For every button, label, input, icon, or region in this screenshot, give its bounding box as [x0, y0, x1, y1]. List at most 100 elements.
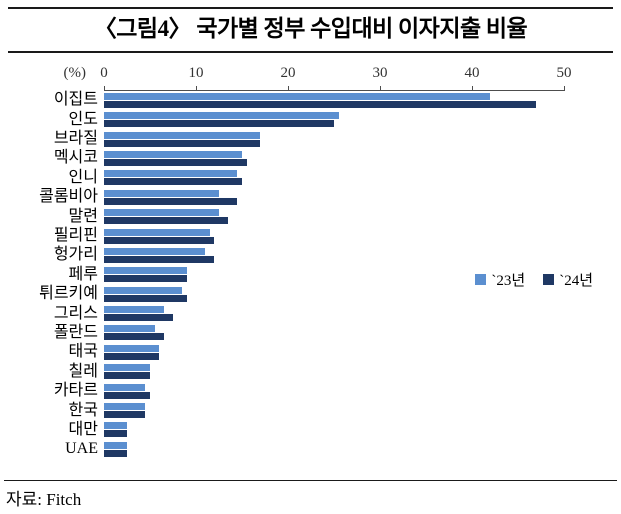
x-tick-mark: [196, 85, 197, 91]
bar-row: 헝가리: [8, 246, 613, 265]
x-tick-mark: [564, 85, 565, 91]
bar-series-2023: [104, 422, 127, 430]
chart-title: 〈그림4〉 국가별 정부 수입대비 이자지출 비율: [93, 16, 528, 41]
category-label: 한국: [68, 401, 98, 419]
x-tick-mark: [472, 85, 473, 91]
category-label: 카타르: [53, 382, 98, 400]
bar-series-2024: [104, 275, 187, 283]
source-band: 자료: Fitch: [4, 480, 617, 512]
bar-series-2023: [104, 286, 183, 294]
bar-series-2023: [104, 306, 164, 314]
bar-series-2024: [104, 178, 242, 186]
bar-series-2024: [104, 120, 334, 128]
bar-series-2023: [104, 112, 339, 120]
x-tick-label: 50: [556, 64, 572, 81]
bar-row: 멕시코: [8, 149, 613, 168]
bar-row: 카타르: [8, 381, 613, 400]
category-label: 태국: [68, 343, 98, 361]
bar-series-2024: [104, 411, 146, 419]
category-label: 폴란드: [53, 323, 98, 341]
bar-series-2024: [104, 158, 247, 166]
bar-series-2024: [104, 197, 238, 205]
bar-series-2023: [104, 267, 187, 275]
x-tick-mark: [104, 85, 105, 91]
x-axis: (%) 0 10 20 30 40 50: [64, 64, 572, 91]
category-label: 이집트: [53, 91, 98, 109]
category-label: UAE: [65, 440, 98, 458]
x-tick-label: 20: [280, 64, 296, 81]
legend-swatch: [475, 273, 487, 285]
bar-series-2023: [104, 403, 146, 411]
bar-row: 튀르키예: [8, 285, 613, 304]
bar-row: 브라질: [8, 129, 613, 148]
category-label: 말련: [68, 207, 98, 225]
category-label: 대만: [68, 420, 98, 438]
bar-series-2024: [104, 372, 150, 380]
category-label: 인도: [68, 110, 98, 128]
bar-series-2024: [104, 217, 229, 225]
bar-row: 필리핀: [8, 226, 613, 245]
chart-legend: `23년 `24년: [471, 266, 597, 292]
x-tick-label: 40: [464, 64, 480, 81]
bar-series-2023: [104, 364, 150, 372]
bar-series-2023: [104, 170, 238, 178]
category-label: 멕시코: [53, 149, 98, 167]
bar-series-2024: [104, 314, 173, 322]
bar-series-2024: [104, 139, 261, 147]
bar-series-2023: [104, 441, 127, 449]
category-label: 콜롬비아: [39, 188, 98, 206]
x-tick-mark: [288, 85, 289, 91]
bar-series-2024: [104, 449, 127, 457]
bar-series-2024: [104, 391, 150, 399]
x-tick-label: 10: [188, 64, 204, 81]
bar-series-2023: [104, 131, 261, 139]
category-label: 페루: [68, 265, 98, 283]
bar-series-2024: [104, 294, 187, 302]
bar-row: 태국: [8, 343, 613, 362]
bar-series-2023: [104, 383, 146, 391]
bar-row: 폴란드: [8, 323, 613, 342]
bar-series-2023: [104, 325, 155, 333]
bar-series-2024: [104, 100, 537, 108]
bar-row: 인도: [8, 110, 613, 129]
chart-title-band: 〈그림4〉 국가별 정부 수입대비 이자지출 비율: [8, 7, 613, 53]
bar-series-2024: [104, 255, 215, 263]
bar-series-2023: [104, 92, 491, 100]
bar-row: 콜롬비아: [8, 188, 613, 207]
x-tick-label: 30: [372, 64, 388, 81]
bar-row: 대만: [8, 420, 613, 439]
category-label: 인니: [68, 168, 98, 186]
bar-row: 한국: [8, 401, 613, 420]
bar-series-2023: [104, 209, 219, 217]
category-label: 헝가리: [53, 246, 98, 264]
bar-row: 인니: [8, 168, 613, 187]
legend-item-2024: `24년: [543, 269, 593, 290]
category-label: 브라질: [53, 130, 98, 148]
category-label: 칠레: [68, 362, 98, 380]
bar-series-2024: [104, 352, 160, 360]
legend-label: `23년: [491, 272, 526, 289]
x-tick-label: 0: [100, 64, 108, 81]
bar-series-2023: [104, 247, 206, 255]
bar-series-2023: [104, 228, 210, 236]
bar-series-2023: [104, 344, 160, 352]
axis-unit-label: (%): [63, 64, 87, 81]
category-label: 튀르키예: [39, 285, 98, 303]
bar-row: 페루: [8, 265, 613, 284]
bar-row: UAE: [8, 440, 613, 459]
source-label: 자료: Fitch: [6, 490, 82, 509]
bar-series-2024: [104, 333, 164, 341]
legend-label: `24년: [559, 272, 593, 289]
category-label: 필리핀: [53, 227, 98, 245]
bar-series-2024: [104, 236, 215, 244]
legend-swatch: [543, 273, 555, 285]
axis-line: [104, 89, 564, 91]
bar-series-2023: [104, 189, 219, 197]
bar-series-2024: [104, 430, 127, 438]
bar-row: 말련: [8, 207, 613, 226]
category-label: 그리스: [53, 304, 98, 322]
bar-series-2023: [104, 150, 242, 158]
